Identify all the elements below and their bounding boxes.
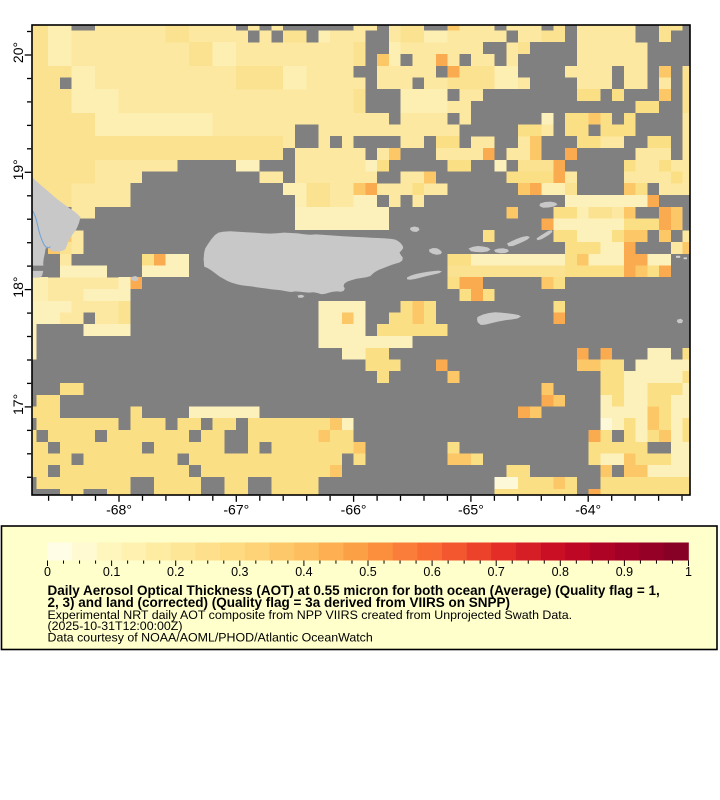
svg-text:-64°: -64° <box>575 502 601 518</box>
svg-text:(2025-10-31T12:00:00Z): (2025-10-31T12:00:00Z) <box>48 619 183 633</box>
svg-text:0.3: 0.3 <box>231 565 248 579</box>
svg-text:18°: 18° <box>10 277 26 298</box>
svg-text:0.5: 0.5 <box>359 565 376 579</box>
svg-text:-65°: -65° <box>458 502 484 518</box>
svg-text:-67°: -67° <box>223 502 249 518</box>
svg-text:0: 0 <box>44 565 51 579</box>
svg-text:Experimental NRT daily AOT com: Experimental NRT daily AOT composite fro… <box>48 608 573 622</box>
svg-text:Daily Aerosol Optical Thicknes: Daily Aerosol Optical Thickness (AOT) at… <box>48 583 660 598</box>
svg-text:0.2: 0.2 <box>167 565 184 579</box>
svg-text:2, 3) and land (corrected) (Qu: 2, 3) and land (corrected) (Quality flag… <box>48 595 510 610</box>
svg-text:-68°: -68° <box>106 502 132 518</box>
svg-text:17°: 17° <box>10 394 26 415</box>
svg-text:20°: 20° <box>10 42 26 63</box>
svg-text:0.9: 0.9 <box>616 565 633 579</box>
svg-text:0.7: 0.7 <box>488 565 505 579</box>
svg-text:0.1: 0.1 <box>103 565 120 579</box>
svg-text:-66°: -66° <box>341 502 367 518</box>
svg-text:0.8: 0.8 <box>552 565 569 579</box>
svg-text:0.6: 0.6 <box>423 565 440 579</box>
svg-text:Data courtesy of NOAA/AOML/PHO: Data courtesy of NOAA/AOML/PHOD/Atlantic… <box>48 630 373 644</box>
svg-text:19°: 19° <box>10 159 26 180</box>
svg-text:1: 1 <box>685 565 692 579</box>
svg-text:0.4: 0.4 <box>295 565 312 579</box>
